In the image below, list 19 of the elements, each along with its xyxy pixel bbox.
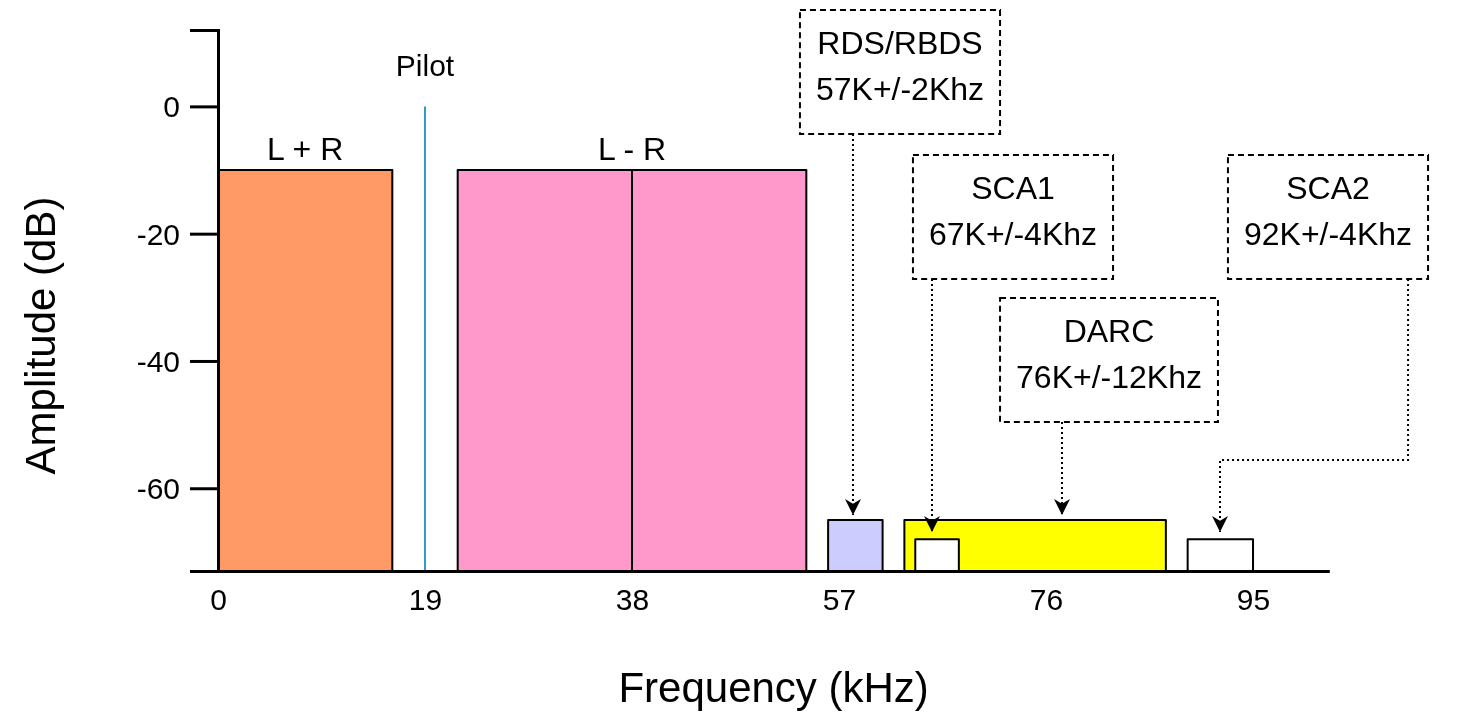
x-tick-label: 38	[615, 583, 650, 617]
y-tick-label: 0	[163, 90, 180, 124]
y-tick-label: -40	[136, 344, 180, 378]
annotation: RDS/RBDS 57K+/-2Khz	[815, 25, 985, 107]
x-tick-label: 19	[408, 583, 443, 617]
series-label: L + R	[267, 131, 344, 168]
series-label: L - R	[597, 131, 667, 168]
x-tick-label: 76	[1029, 583, 1064, 617]
annotation: SCA2 92K+/-4Khz	[1243, 170, 1413, 252]
annotation: DARC 76K+/-12Khz	[1016, 313, 1202, 395]
annotation: SCA1 67K+/-4Khz	[928, 170, 1098, 252]
y-axis-title: Amplitude (dB)	[17, 196, 64, 475]
x-axis-title: Frequency (kHz)	[618, 664, 929, 711]
x-tick-label: 95	[1236, 583, 1271, 617]
x-tick-label: 57	[822, 583, 857, 617]
y-tick-label: -60	[136, 472, 180, 506]
x-tick-label: 0	[210, 583, 227, 617]
ref-line-label: Pilot	[395, 49, 455, 83]
y-tick-label: -20	[136, 217, 180, 251]
